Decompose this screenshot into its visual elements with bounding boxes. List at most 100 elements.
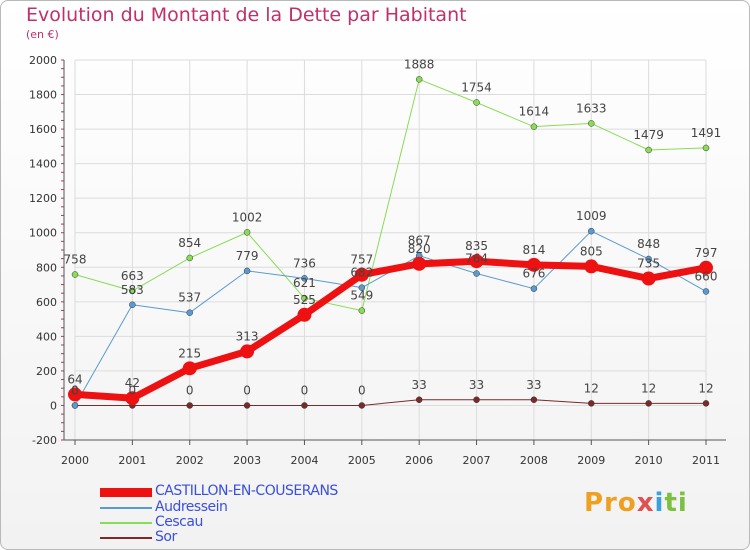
x-tick-label: 2008 [520,454,548,467]
data-label: 33 [526,378,541,392]
data-label: 583 [121,283,144,297]
data-label: 215 [178,346,201,360]
data-label: 757 [350,253,373,267]
data-point [186,309,193,316]
data-label: 820 [408,242,431,256]
data-point [530,285,538,292]
data-label: 42 [125,376,140,390]
data-point [125,391,140,406]
y-tick-label: 2000 [29,54,57,67]
data-label: 736 [293,256,316,270]
data-label: 0 [186,383,194,397]
data-label: 537 [178,291,201,305]
y-tick-label: 0 [50,399,57,412]
x-tick-label: 2001 [118,454,146,467]
data-label: 0 [71,383,79,397]
data-label: 758 [64,253,87,267]
y-tick-label: 1000 [29,227,57,240]
data-label: 0 [129,383,137,397]
data-label: 12 [641,381,656,395]
data-label: 525 [293,293,316,307]
x-tick-label: 2005 [348,454,376,467]
legend-swatch [100,522,152,524]
data-point [243,229,251,236]
data-label: 0 [243,383,251,397]
data-label: 1009 [576,209,607,223]
data-point [473,396,480,404]
data-point [588,227,595,235]
x-tick-label: 2004 [290,454,318,467]
data-label: 797 [695,246,718,260]
data-label: 1002 [232,210,263,224]
data-label: 0 [358,383,366,397]
data-point [645,400,652,407]
data-label: 1479 [633,128,664,142]
legend-label: Audressein [155,499,228,515]
x-tick-label: 2010 [635,454,663,467]
data-label: 735 [637,257,660,271]
data-point [71,271,79,278]
proxiti-logo: Proxiti [584,488,688,518]
data-point [473,99,480,106]
x-tick-label: 2000 [61,454,89,467]
data-point [588,120,595,127]
series-line-castillon-en-couserans [74,257,707,402]
data-label: 848 [637,237,660,251]
data-point [354,267,369,282]
data-point [645,146,652,154]
data-label: 33 [469,378,484,392]
data-label: 33 [412,378,427,392]
data-point [358,402,366,409]
data-label: 854 [178,236,201,250]
data-label: 682 [350,266,373,280]
legend-label: Cescau [155,514,203,530]
data-point [358,284,366,291]
data-label: 12 [698,381,713,395]
data-point [412,256,427,271]
y-tick-label: 200 [36,365,57,378]
data-label: 663 [121,269,144,283]
data-label: 1633 [576,101,607,115]
data-label: 621 [293,276,316,290]
data-point [588,400,595,407]
series-line-sor [75,399,706,406]
data-point [129,301,136,309]
data-label: 64 [67,372,82,386]
y-tick-label: 1600 [29,123,57,136]
data-point [469,254,484,269]
data-label: 1754 [461,80,492,94]
data-point [584,259,599,274]
data-point [530,123,538,130]
y-tick-label: -200 [32,434,57,447]
data-label: 1614 [519,105,550,119]
y-tick-label: 1200 [29,192,57,205]
x-tick-label: 2007 [463,454,491,467]
data-point [182,361,197,376]
data-label: 676 [522,267,545,281]
data-point [301,275,308,282]
data-point [530,396,538,404]
data-point [243,267,251,275]
y-tick-label: 1800 [29,89,57,102]
legend-swatch [100,507,152,509]
data-label: 814 [522,243,545,257]
legend-label: CASTILLON-EN-COUSERANS [155,483,338,499]
data-point [129,287,136,295]
data-point [641,271,656,286]
y-tick-label: 400 [36,330,57,343]
data-label: 549 [350,289,373,303]
data-label: 867 [408,234,431,248]
data-label: 1491 [691,126,722,140]
data-point [415,76,423,83]
legend-swatch [100,488,152,497]
data-point [473,270,480,277]
x-tick-label: 2002 [176,454,204,467]
data-label: 835 [465,239,488,253]
legend-label: Sor [155,529,177,545]
data-point [699,260,713,275]
data-point [645,255,652,263]
data-label: 660 [695,269,718,283]
y-tick-label: 600 [36,296,57,309]
data-point [297,307,312,322]
